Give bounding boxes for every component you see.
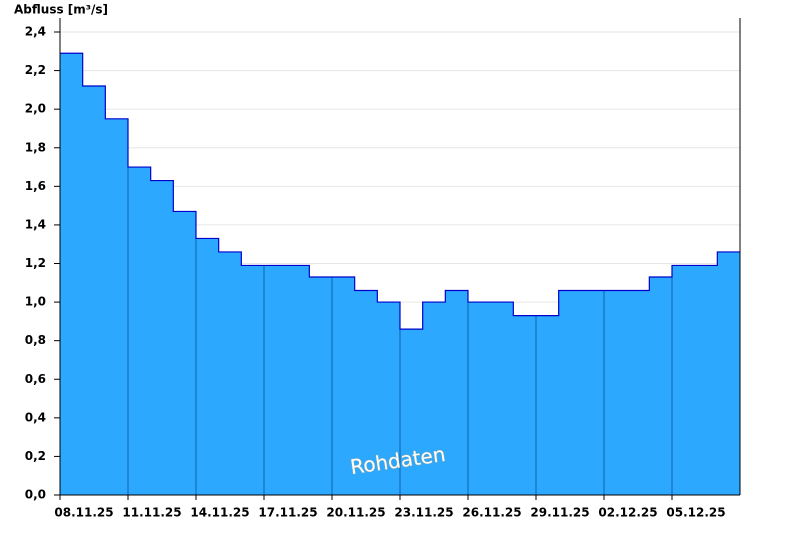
x-tick-label: 08.11.25 bbox=[54, 506, 113, 520]
line bbox=[60, 52, 740, 330]
area bbox=[60, 53, 740, 496]
y-tick-label: 1,2 bbox=[25, 256, 46, 270]
y-tick-label: 0,6 bbox=[25, 372, 46, 386]
y-tick-label: 1,6 bbox=[25, 179, 46, 193]
y-tick-label: 2,2 bbox=[25, 63, 46, 77]
x-tick-label: 26.11.25 bbox=[462, 506, 521, 520]
y-tick-label: 1,8 bbox=[25, 140, 46, 154]
y-tick-label: 0,2 bbox=[25, 449, 46, 463]
x-tick-label: 29.11.25 bbox=[530, 506, 589, 520]
x-tick-label: 02.12.25 bbox=[598, 506, 657, 520]
x-tick-label: 05.12.25 bbox=[666, 506, 725, 520]
y-tick-label: 1,0 bbox=[25, 295, 46, 309]
chart-title: Abfluss [m³/s] bbox=[14, 3, 108, 17]
y-tick-label: 2,4 bbox=[25, 25, 46, 39]
y-tick-label: 1,4 bbox=[25, 217, 46, 231]
x-tick-label: 14.11.25 bbox=[190, 506, 249, 520]
y-tick-label: 2,0 bbox=[25, 102, 46, 116]
y-tick-label: 0,4 bbox=[25, 410, 46, 424]
y-tick-label: 0,8 bbox=[25, 333, 46, 347]
x-tick-label: 20.11.25 bbox=[326, 506, 385, 520]
y-tick-label: 0,0 bbox=[25, 488, 46, 502]
x-tick-label: 11.11.25 bbox=[122, 506, 181, 520]
x-tick-label: 23.11.25 bbox=[394, 506, 453, 520]
x-tick-label: 17.11.25 bbox=[258, 506, 317, 520]
